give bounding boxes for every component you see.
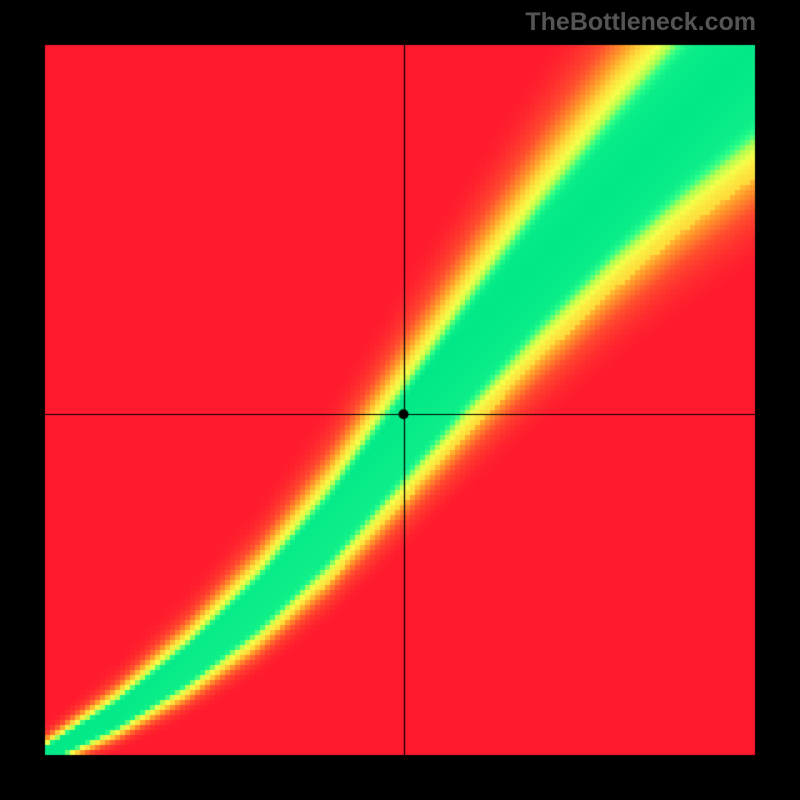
crosshair-overlay [0, 0, 800, 800]
watermark-text: TheBottleneck.com [525, 8, 756, 37]
chart-container: { "canvas": { "width": 800, "height": 80… [0, 0, 800, 800]
